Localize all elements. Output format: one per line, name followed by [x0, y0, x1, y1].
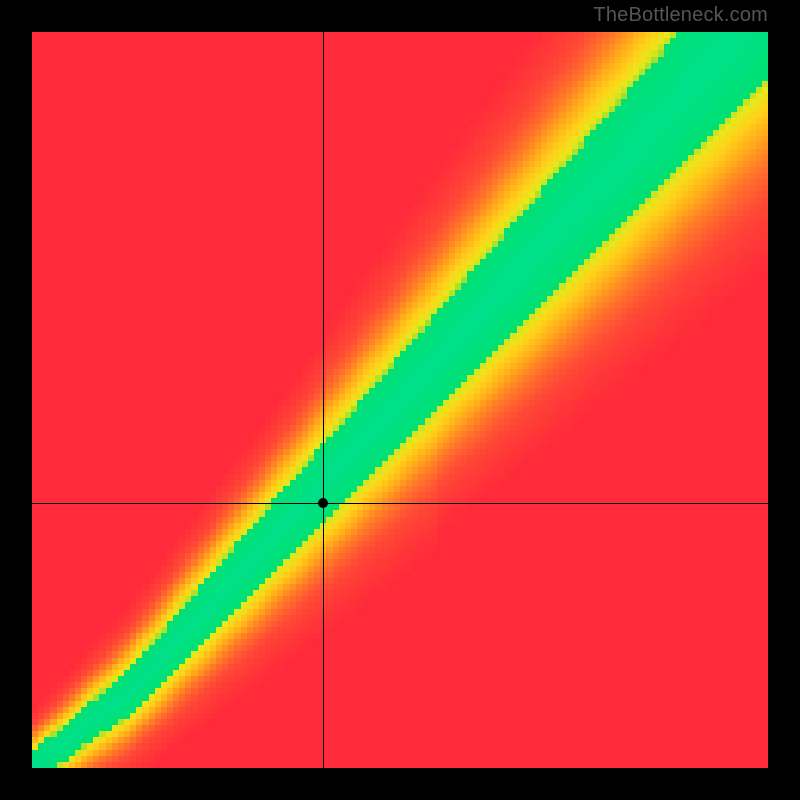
figure-root: TheBottleneck.com: [0, 0, 800, 800]
heatmap-canvas: [32, 32, 768, 768]
crosshair-vertical: [323, 32, 324, 768]
plot-area: [32, 32, 768, 768]
crosshair-horizontal: [32, 503, 768, 504]
crosshair-marker: [318, 498, 328, 508]
watermark-text: TheBottleneck.com: [593, 4, 768, 27]
